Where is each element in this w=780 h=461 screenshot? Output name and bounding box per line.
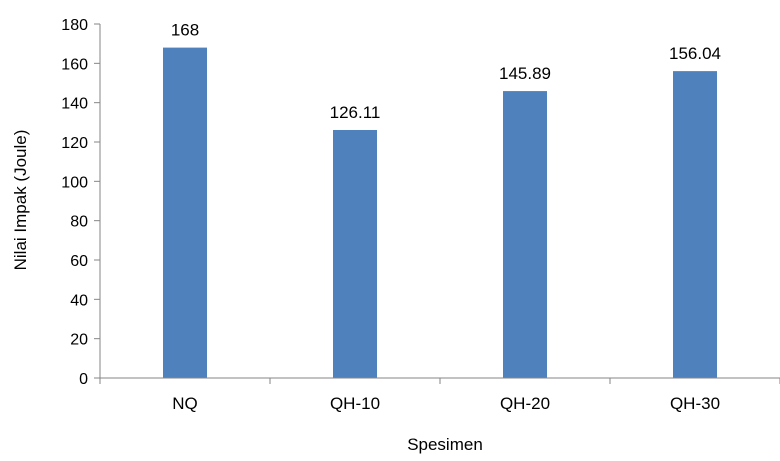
bar-qh-20 xyxy=(503,91,547,378)
x-axis-title: Spesimen xyxy=(407,435,483,454)
y-tick-label: 40 xyxy=(70,292,88,309)
data-labels: 168 126.11 145.89 156.04 xyxy=(171,21,721,122)
y-axis-title: Nilai Impak (Joule) xyxy=(11,130,30,271)
bar-qh-30 xyxy=(673,71,717,378)
y-tick-label: 80 xyxy=(70,214,88,231)
y-tick-label: 180 xyxy=(61,17,88,34)
bars xyxy=(163,47,717,378)
x-tick-label: QH-30 xyxy=(670,394,720,413)
y-tick-label: 100 xyxy=(61,174,88,191)
y-axis-ticks: 0 20 40 60 80 100 120 140 160 180 xyxy=(61,17,100,388)
x-tick-label: NQ xyxy=(172,394,198,413)
data-label: 156.04 xyxy=(669,44,721,63)
y-tick-label: 160 xyxy=(61,56,88,73)
y-tick-label: 60 xyxy=(70,253,88,270)
x-tick-label: QH-10 xyxy=(330,394,380,413)
data-label: 126.11 xyxy=(330,103,381,122)
y-tick-label: 20 xyxy=(70,332,88,349)
x-axis-ticks: NQ QH-10 QH-20 QH-30 xyxy=(99,378,780,413)
y-tick-label: 0 xyxy=(79,371,88,388)
data-label: 168 xyxy=(171,21,199,40)
data-label: 145.89 xyxy=(499,64,551,83)
x-tick-label: QH-20 xyxy=(500,394,550,413)
bar-nq xyxy=(163,47,207,378)
y-tick-label: 140 xyxy=(61,96,88,113)
y-tick-label: 120 xyxy=(61,135,88,152)
bar-qh-10 xyxy=(333,129,377,378)
